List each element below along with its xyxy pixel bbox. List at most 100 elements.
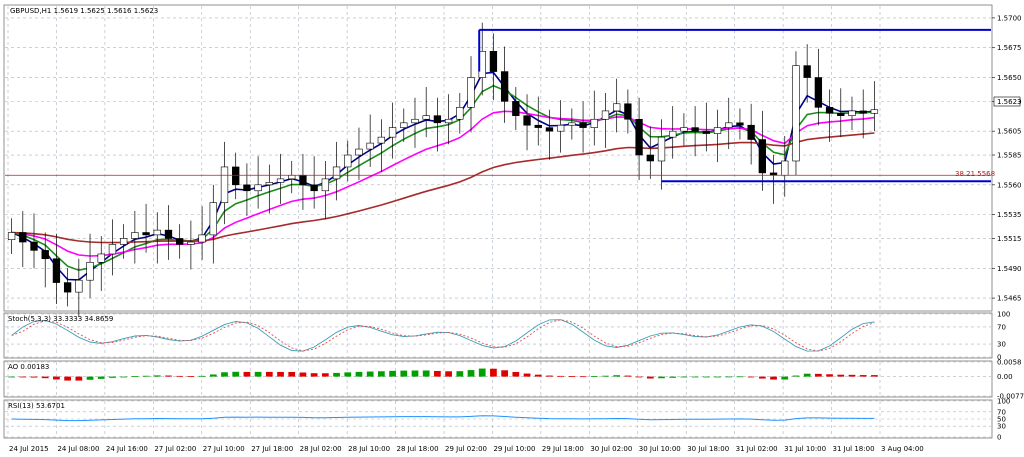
candle-body [758,139,767,174]
ao-bar [165,375,172,377]
candle-body [613,103,621,112]
ao-bar [467,370,475,377]
ao-bar [613,375,621,377]
candle-body [355,148,363,156]
candle-body [803,65,811,78]
rsi-line [11,415,875,422]
candle-body [725,122,733,128]
price-tick-label: 1.5490 [997,265,1022,273]
ao-bar [702,376,710,378]
current-price-label: 1.5623 [997,98,1022,106]
candle-body [680,127,688,132]
candle-body [187,241,195,245]
ao-bar [176,375,184,377]
price-tick-label: 1.5585 [997,152,1022,160]
ao-bar [288,371,296,377]
candle-body [500,71,509,102]
candle-body [131,232,139,239]
ao-bar [30,376,38,378]
stoch-main-line [11,319,875,352]
ma-long-line [11,132,875,244]
candle-body [814,77,823,108]
candle-body [646,154,654,162]
indicator-tick-label: 30 [997,341,1006,349]
indicator-tick-label: -0.0077 [997,393,1024,401]
ao-bar [142,375,150,377]
ao-bar [512,371,520,377]
candle-body [870,109,879,114]
candle-body [108,244,117,255]
candle-body [825,107,834,114]
ao-bar [490,368,497,377]
candle-body [209,202,217,236]
ao-bar [198,375,206,377]
candle-body [568,122,576,126]
ao-bar [646,376,654,379]
indicator-tick-label: 100 [997,311,1010,319]
indicator-tick-label: 70 [997,323,1006,331]
ao-bar [837,374,845,377]
ao-bar [378,371,385,377]
time-tick-label: 27 Jul 10:00 [203,445,245,453]
candle-body [19,232,27,243]
ao-bar [523,373,531,377]
ao-bar [792,375,800,377]
candle-body [601,110,610,120]
ao-bar [422,370,430,377]
ao-bar [333,372,340,377]
ao-bar [635,376,643,378]
candle-body [590,118,598,128]
candle-body [366,142,374,150]
candle-body [288,174,296,180]
candle-body [489,51,498,72]
candle-body [411,118,419,124]
price-tick-label: 1.5650 [997,74,1022,82]
ao-bar [400,370,408,377]
ao-panel [3,360,993,398]
candle-body [198,234,206,243]
ao-bar [344,372,352,377]
candle-body [299,174,307,186]
price-tick-label: 1.5560 [997,181,1022,189]
ao-bar [736,376,744,378]
ao-bar [265,371,273,377]
time-tick-label: 29 Jul 18:00 [542,445,584,453]
candle-body [691,127,699,132]
ao-bar [602,375,609,377]
time-tick-label: 29 Jul 02:00 [445,445,487,453]
candle-body [153,229,161,236]
candle-body [702,130,710,134]
ao-bar [411,370,419,377]
candle-body [713,127,722,134]
time-tick-label: 24 Jul 16:00 [106,445,148,453]
rsi-title: RSI(13) 53.6701 [8,402,65,410]
time-tick-label: 24 Jul 08:00 [57,445,99,453]
candle-body [512,101,520,116]
candle-body [579,122,587,128]
ao-bar [53,376,60,380]
ao-bar [97,376,105,379]
candle-body [456,107,464,120]
candle-body [75,279,83,293]
candle-body [310,184,318,192]
price-tick-label: 1.5605 [997,128,1022,136]
candle-body [232,166,240,186]
ao-title: AO 0.00183 [8,363,49,371]
indicator-tick-label: 50 [997,416,1006,424]
ao-bar [355,371,363,377]
price-tick-label: 1.5465 [997,295,1022,303]
indicator-tick-label: 30 [997,423,1006,431]
ao-bar [131,376,139,377]
time-tick-label: 31 Jul 10:00 [784,445,826,453]
time-tick-label: 28 Jul 02:00 [300,445,342,453]
candle-body [467,77,475,108]
ao-bar [75,376,83,381]
ao-bar [546,375,553,377]
candle-body [545,127,554,132]
ao-bar [803,373,811,377]
candle-body [523,115,531,126]
price-chart-title: GBPUSD,H1 1.5619 1.5625 1.5616 1.5623 [10,7,158,15]
time-tick-label: 30 Jul 18:00 [687,445,729,453]
